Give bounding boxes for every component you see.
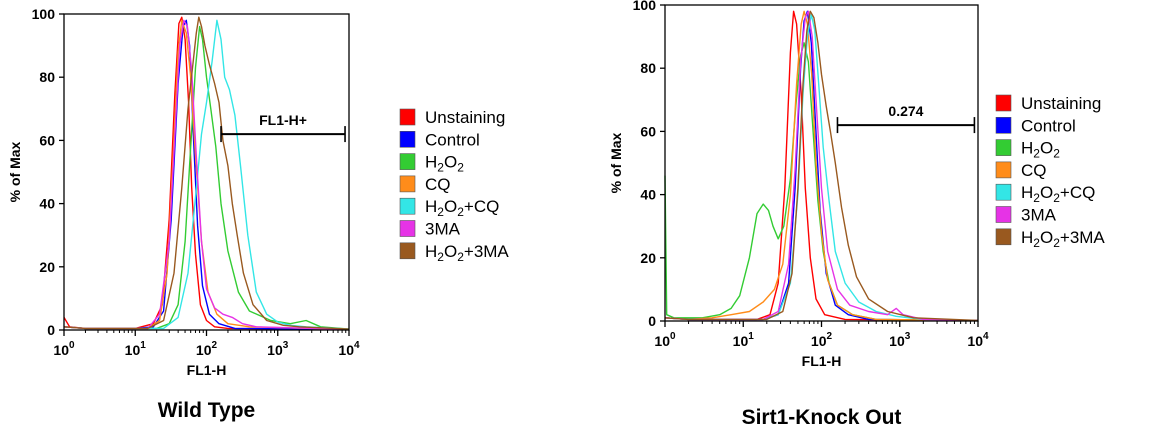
legend-label: H2O2 xyxy=(425,153,464,175)
y-tick-label: 60 xyxy=(39,132,55,148)
legend-label: CQ xyxy=(1021,161,1047,180)
y-tick-label: 60 xyxy=(640,123,656,139)
x-axis-label: FL1-H xyxy=(802,353,842,369)
gate-label: FL1-H+ xyxy=(259,112,307,128)
series-line-6 xyxy=(664,10,979,322)
legend-label: H2O2+CQ xyxy=(1021,183,1095,205)
x-tick-label: 102 xyxy=(811,331,833,349)
series-line-4 xyxy=(63,19,350,331)
legend-label: Control xyxy=(425,130,480,149)
series-line-4 xyxy=(664,10,979,322)
y-tick-label: 80 xyxy=(39,69,55,85)
y-axis-label: % of Max xyxy=(7,141,23,202)
legend-swatch xyxy=(995,161,1012,179)
y-tick-label: 40 xyxy=(39,196,55,212)
chart-title: Wild Type xyxy=(158,399,255,422)
legend-swatch xyxy=(399,242,416,260)
y-tick-label: 20 xyxy=(640,250,656,266)
series-line-2 xyxy=(63,19,350,331)
x-axis-label: FL1-H xyxy=(187,362,227,378)
y-tick-label: 100 xyxy=(32,6,56,22)
legend-label: H2O2 xyxy=(1021,139,1060,161)
legend-label: Unstaining xyxy=(1021,94,1101,113)
x-tick-label: 103 xyxy=(267,340,289,358)
x-tick-label: 100 xyxy=(654,331,676,349)
x-tick-label: 104 xyxy=(967,331,989,349)
y-tick-label: 100 xyxy=(633,0,657,13)
chart-panel-2: 0 20 40 60 80 100 100 101 102 103 104 FL1-H % of Max… xyxy=(608,0,1105,429)
gate-label: 0.274 xyxy=(888,103,923,119)
legend-swatch xyxy=(995,183,1012,201)
legend-swatch xyxy=(995,117,1012,134)
y-tick-label: 0 xyxy=(47,322,55,338)
plot-frame xyxy=(664,4,979,322)
series-line-1 xyxy=(664,10,979,322)
legend-label: CQ xyxy=(425,175,451,194)
legend-label: 3MA xyxy=(1021,206,1057,225)
legend-swatch xyxy=(399,175,416,193)
series-line-7 xyxy=(664,10,979,322)
legend-label: H2O2+CQ xyxy=(425,197,499,219)
y-tick-label: 0 xyxy=(648,313,656,329)
legend-swatch xyxy=(399,220,416,237)
legend-swatch xyxy=(399,153,416,170)
legend-swatch xyxy=(399,197,416,215)
y-axis-label: % of Max xyxy=(608,132,624,193)
legend-label: 3MA xyxy=(425,220,461,239)
chart-panel-1: 0 20 40 60 80 100 100 101 102 103 104 FL1-H % of Max… xyxy=(7,6,509,422)
legend-swatch xyxy=(995,228,1012,246)
x-tick-label: 101 xyxy=(733,331,755,349)
x-tick-label: 101 xyxy=(125,340,147,358)
legend-swatch xyxy=(995,139,1012,156)
series-line-6 xyxy=(63,19,350,331)
y-tick-label: 80 xyxy=(640,60,656,76)
series-line-5 xyxy=(63,19,350,330)
legend-swatch xyxy=(399,108,416,126)
series-line-2 xyxy=(664,10,979,322)
x-tick-label: 103 xyxy=(889,331,911,349)
chart-title: Sirt1-Knock Out xyxy=(742,406,902,429)
y-tick-label: 40 xyxy=(640,187,656,203)
series-line-5 xyxy=(664,13,979,322)
x-tick-label: 102 xyxy=(196,340,218,358)
legend-label: H2O2+3MA xyxy=(1021,228,1105,250)
legend-label: Control xyxy=(1021,116,1076,135)
legend-label: Unstaining xyxy=(425,108,505,127)
legend-swatch xyxy=(995,94,1012,112)
x-tick-label: 104 xyxy=(338,340,360,358)
series-line-7 xyxy=(63,16,350,330)
x-tick-label: 100 xyxy=(53,340,75,358)
legend-label: H2O2+3MA xyxy=(425,242,509,264)
legend-swatch xyxy=(995,206,1012,223)
y-tick-label: 20 xyxy=(39,259,55,275)
legend-swatch xyxy=(399,131,416,148)
